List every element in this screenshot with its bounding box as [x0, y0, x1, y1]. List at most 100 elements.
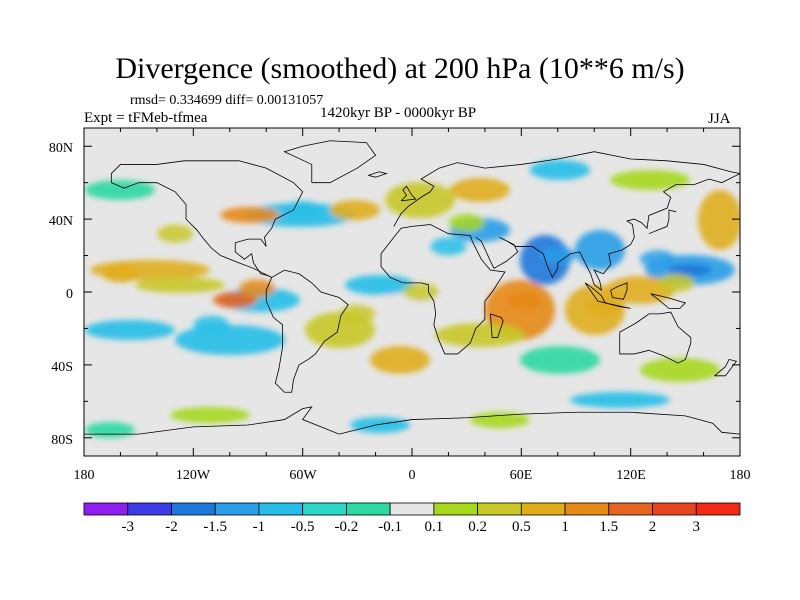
field-region [520, 346, 600, 374]
anomaly-center [539, 246, 576, 265]
field-region [170, 407, 250, 423]
colorbar-label: -2 [165, 519, 178, 535]
colorbar-box [171, 502, 216, 516]
anomaly-center [506, 292, 543, 311]
coastline [368, 171, 388, 178]
coastline [489, 313, 504, 338]
colorbar-box [127, 502, 172, 516]
colorbar-label: 0.1 [424, 519, 444, 535]
colorbar-box [608, 502, 653, 516]
coastlines [84, 140, 740, 435]
y-tick-label: 0 [66, 287, 73, 302]
colorbar-box [302, 502, 347, 516]
field-region [605, 276, 675, 304]
colorbar-box [345, 502, 391, 516]
field-region [450, 178, 510, 202]
coastline [648, 209, 677, 235]
y-tick-label: 40S [51, 360, 73, 375]
anomaly-center [430, 237, 467, 256]
y-tick-label: 80S [51, 433, 73, 448]
coastline [111, 160, 304, 278]
field-region [213, 292, 257, 308]
x-tick-label: 120W [175, 468, 211, 483]
coastline [714, 358, 738, 377]
stats-text: rmsd= 0.334699 diff= 0.00131057 [130, 93, 324, 108]
coastline [110, 173, 272, 278]
anomaly-center [448, 213, 485, 232]
colorbar-label: 3 [692, 519, 701, 535]
field-region [570, 392, 670, 408]
anomaly-center [339, 304, 376, 323]
anomaly-center [193, 315, 230, 334]
coastline [650, 293, 687, 309]
field-region [345, 275, 415, 295]
season-label: JJA [708, 111, 731, 127]
coastline [393, 151, 740, 227]
colorbar-box [258, 502, 304, 516]
anomaly-center [157, 224, 194, 243]
colorbar-label: -0.5 [290, 519, 315, 535]
field-region [220, 207, 280, 223]
period-label: 1420kyr BP - 0000kyr BP [320, 105, 477, 121]
coastline [619, 311, 692, 364]
coastline [84, 406, 740, 435]
field-region [640, 358, 720, 382]
coastline [265, 269, 349, 393]
colorbar-box [214, 502, 260, 516]
anomaly-center [640, 250, 676, 269]
anomaly-field [85, 160, 740, 438]
x-tick-label: 180 [729, 468, 751, 483]
colorbar-box [520, 502, 566, 516]
colorbar-label: -0.1 [378, 519, 402, 535]
field-region [350, 417, 410, 433]
experiment-label: Expt = tFMeb-tfmea [84, 110, 208, 126]
x-tick-label: 0 [408, 468, 416, 483]
anomaly-center [585, 297, 622, 316]
x-tick-label: 60W [289, 468, 317, 483]
coastline [380, 224, 506, 355]
y-tick-label: 40N [48, 214, 73, 229]
x-tick-label: 120E [616, 468, 646, 483]
colorbar-box [389, 502, 435, 516]
colorbar-label: -1.5 [203, 519, 228, 535]
coastline [400, 185, 417, 202]
coastline [475, 173, 740, 292]
colorbar-box [695, 502, 741, 516]
colorbar-box [477, 502, 522, 516]
field-region [85, 320, 175, 340]
x-tick-label: 60E [509, 468, 533, 483]
colorbar-label: -0.2 [334, 519, 359, 535]
colorbar-label: 0.2 [468, 519, 487, 535]
y-tick-label: 80N [48, 141, 73, 156]
colorbar-box [83, 502, 129, 516]
coastline [605, 302, 631, 309]
anomaly-center [658, 273, 695, 292]
colorbar-label: -1 [252, 519, 266, 535]
field-region [530, 160, 590, 180]
coastline [584, 282, 606, 304]
field-region [610, 170, 690, 190]
field-region [385, 182, 455, 218]
x-tick-label: 180 [73, 468, 95, 483]
colorbar-box [433, 502, 479, 516]
coastline [283, 140, 377, 184]
colorbar-boxes [83, 502, 741, 516]
anomaly-center [102, 264, 139, 283]
anomaly-center [403, 283, 440, 301]
field-region [575, 230, 625, 270]
anomaly-center [284, 201, 321, 219]
colorbar-label: -3 [121, 519, 134, 535]
colorbar-label: 0.5 [511, 519, 531, 535]
plot-title: Divergence (smoothed) at 200 hPa (10**6 … [115, 52, 685, 85]
field-region [470, 412, 530, 428]
colorbar-label: 2 [648, 519, 657, 535]
axis-ticks [83, 128, 741, 456]
coastline [610, 282, 628, 300]
field-region [435, 323, 525, 347]
colorbar-box [652, 502, 697, 516]
colorbar-box [564, 502, 610, 516]
field-region [330, 200, 380, 220]
field-region [668, 264, 712, 276]
field-region [85, 180, 155, 200]
